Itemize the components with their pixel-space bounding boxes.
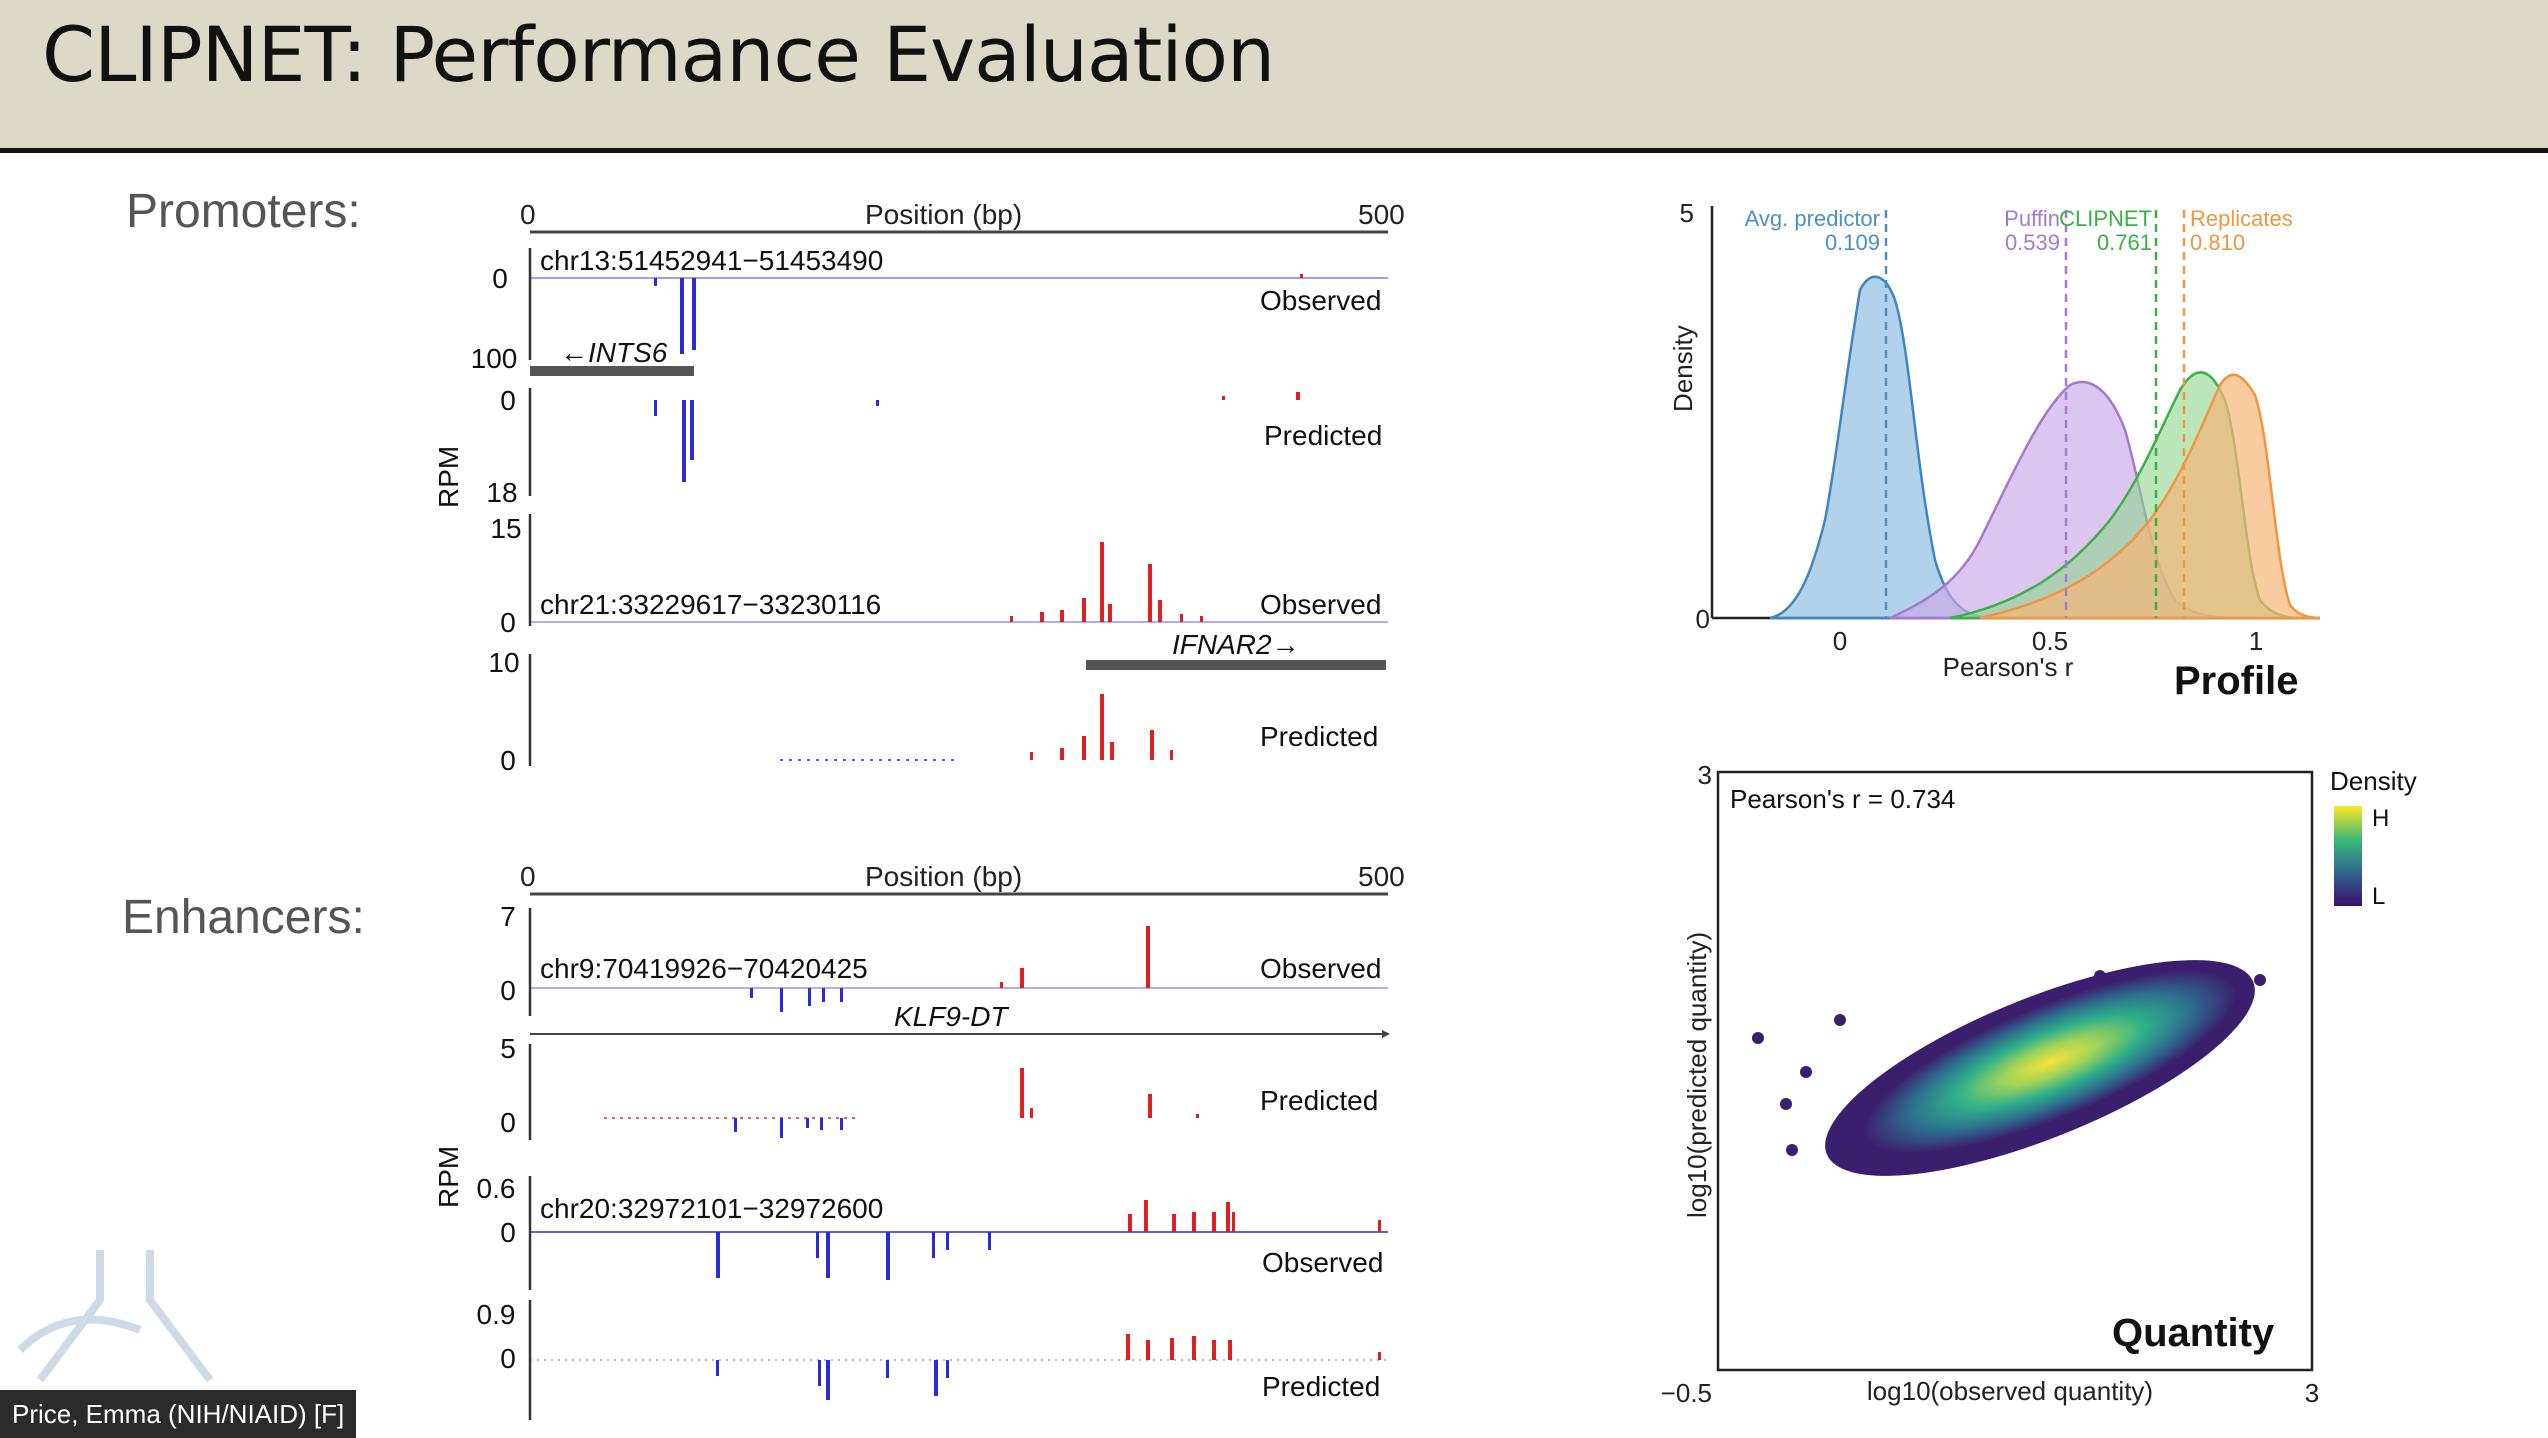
- p1-obs-tick-0: 0: [492, 263, 508, 294]
- marker-avg-name: Avg. predictor: [1745, 206, 1880, 231]
- quantity-xtick-min: −0.5: [1661, 1378, 1712, 1408]
- promoter1-region: chr13:51452941−51453490: [540, 245, 883, 276]
- enhancer1-observed-label: Observed: [1260, 953, 1381, 984]
- e1-obs-tick-7: 7: [500, 901, 516, 932]
- p1-pred-tick-18: 18: [486, 477, 517, 508]
- e2-pred-tick-0: 0: [500, 1343, 516, 1374]
- profile-label: Profile: [2174, 659, 2298, 703]
- promoters-label: Promoters:: [126, 185, 361, 238]
- legend-title: Density: [2330, 766, 2417, 796]
- gene-ifnar2: IFNAR2→: [1172, 629, 1300, 660]
- marker-replicates-value: 0.810: [2190, 230, 2245, 255]
- e1-obs-tick-0: 0: [500, 975, 516, 1006]
- promoter2-predicted-track: 10 0 Predicted: [488, 647, 1378, 776]
- enhancer1-observed-track: 7 0 chr9:70419926−70420425 Observed KLF9…: [500, 901, 1390, 1038]
- quantity-ytick-3: 3: [1698, 760, 1712, 790]
- position-axis-label: Position (bp): [865, 199, 1022, 230]
- marker-puffin-name: Puffin: [2004, 206, 2060, 231]
- p2-obs-tick-0: 0: [500, 607, 516, 638]
- e2-obs-tick-06: 0.6: [477, 1173, 516, 1204]
- enhancer2-observed-track: 0.6 0 chr20:32972101−32972600 Observed: [477, 1173, 1388, 1290]
- slide-title: CLIPNET: Performance Evaluation: [42, 10, 1275, 99]
- genome-tracks-figure: 0 Position (bp) 500 chr13:51452941−51453…: [433, 199, 1405, 1420]
- enhancers-position-axis: 0 Position (bp) 500: [520, 861, 1405, 896]
- enhancer1-region: chr9:70419926−70420425: [540, 953, 868, 984]
- marker-replicates-name: Replicates: [2190, 206, 2293, 231]
- profile-ytick-5: 5: [1680, 198, 1694, 228]
- enhancer2-region: chr20:32972101−32972600: [540, 1193, 883, 1224]
- quantity-xlabel: log10(observed quantity): [1867, 1376, 2153, 1406]
- promoter1-predicted-track: Predicted 0 18: [486, 385, 1382, 508]
- flask-logo: [17, 1250, 214, 1383]
- rpm-label-promoters: RPM: [433, 446, 464, 508]
- promoter2-observed-track: 15 0 chr21:33229617−33230116 Observed IF…: [490, 513, 1388, 670]
- rpm-label-enhancers: RPM: [433, 1146, 464, 1208]
- e2-obs-tick-0: 0: [500, 1217, 516, 1248]
- promoter1-predicted-label: Predicted: [1264, 420, 1382, 451]
- marker-puffin-value: 0.539: [2005, 230, 2060, 255]
- profile-xtick-1: 1: [2249, 626, 2263, 656]
- quantity-ylabel: log10(predicted quantity): [1682, 932, 1712, 1218]
- position-axis-label-2: Position (bp): [865, 861, 1022, 892]
- profile-ytick-0: 0: [1696, 604, 1710, 634]
- e1-pred-tick-0: 0: [500, 1107, 516, 1138]
- pos-end-label-2: 500: [1358, 861, 1405, 892]
- enhancers-label: Enhancers:: [122, 891, 365, 944]
- gene-bar-ints6: [530, 366, 694, 376]
- p2-obs-tick-15: 15: [490, 513, 521, 544]
- e1-pred-tick-5: 5: [500, 1033, 516, 1064]
- profile-density-plot: 5 0 Density 0 0.5 1 Pearson's r Avg. pre…: [1668, 198, 2321, 703]
- enhancer2-predicted-track: 0.9 0 Predicted: [477, 1299, 1388, 1420]
- pos-start-label: 0: [520, 199, 536, 230]
- quantity-xtick-3: 3: [2305, 1378, 2319, 1408]
- density-colorbar: [2334, 806, 2362, 906]
- p2-pred-tick-0: 0: [500, 745, 516, 776]
- quantity-annotation: Pearson's r = 0.734: [1730, 784, 1955, 814]
- scatter-density-cloud: [1752, 960, 2266, 1176]
- quantity-scatter-plot: Pearson's r = 0.734 3 −0.5 3 log10(obser…: [1661, 760, 2417, 1408]
- gene-bar-ifnar2: [1086, 660, 1386, 670]
- legend-high: H: [2372, 805, 2389, 832]
- profile-xtick-0: 0: [1833, 626, 1847, 656]
- e2-pred-tick-09: 0.9: [477, 1299, 516, 1330]
- p2-pred-tick-10: 10: [488, 647, 519, 678]
- profile-ylabel: Density: [1668, 325, 1698, 412]
- enhancer2-predicted-label: Predicted: [1262, 1371, 1380, 1402]
- slide-title-bar: CLIPNET: Performance Evaluation: [0, 0, 2548, 153]
- profile-xtick-05: 0.5: [2032, 626, 2068, 656]
- legend-low: L: [2372, 883, 2385, 910]
- promoter2-observed-label: Observed: [1260, 589, 1381, 620]
- enhancer1-predicted-track: 5 0 Predicted: [500, 1033, 1378, 1140]
- participant-name-tag: Price, Emma (NIH/NIAID) [F]: [0, 1390, 357, 1438]
- marker-avg-value: 0.109: [1825, 230, 1880, 255]
- enhancer2-observed-label: Observed: [1262, 1247, 1383, 1278]
- marker-clipnet-name: CLIPNET: [2059, 206, 2152, 231]
- gene-klf9-dt: KLF9-DT: [894, 1001, 1009, 1032]
- promoter2-predicted-label: Predicted: [1260, 721, 1378, 752]
- promoter2-region: chr21:33229617−33230116: [540, 589, 881, 620]
- p1-obs-tick-100: 100: [471, 343, 518, 374]
- marker-clipnet-value: 0.761: [2097, 230, 2152, 255]
- p1-pred-tick-0: 0: [500, 385, 516, 416]
- promoter1-observed-track: chr13:51452941−51453490 Observed 0 100 ←…: [471, 245, 1388, 376]
- pos-end-label: 500: [1358, 199, 1405, 230]
- profile-xlabel: Pearson's r: [1943, 652, 2074, 682]
- pos-start-label-2: 0: [520, 861, 536, 892]
- promoters-position-axis: 0 Position (bp) 500: [520, 199, 1405, 234]
- promoter1-observed-label: Observed: [1260, 285, 1381, 316]
- gene-ints6: ←INTS6: [560, 337, 668, 368]
- quantity-label: Quantity: [2112, 1311, 2275, 1355]
- enhancer1-predicted-label: Predicted: [1260, 1085, 1378, 1116]
